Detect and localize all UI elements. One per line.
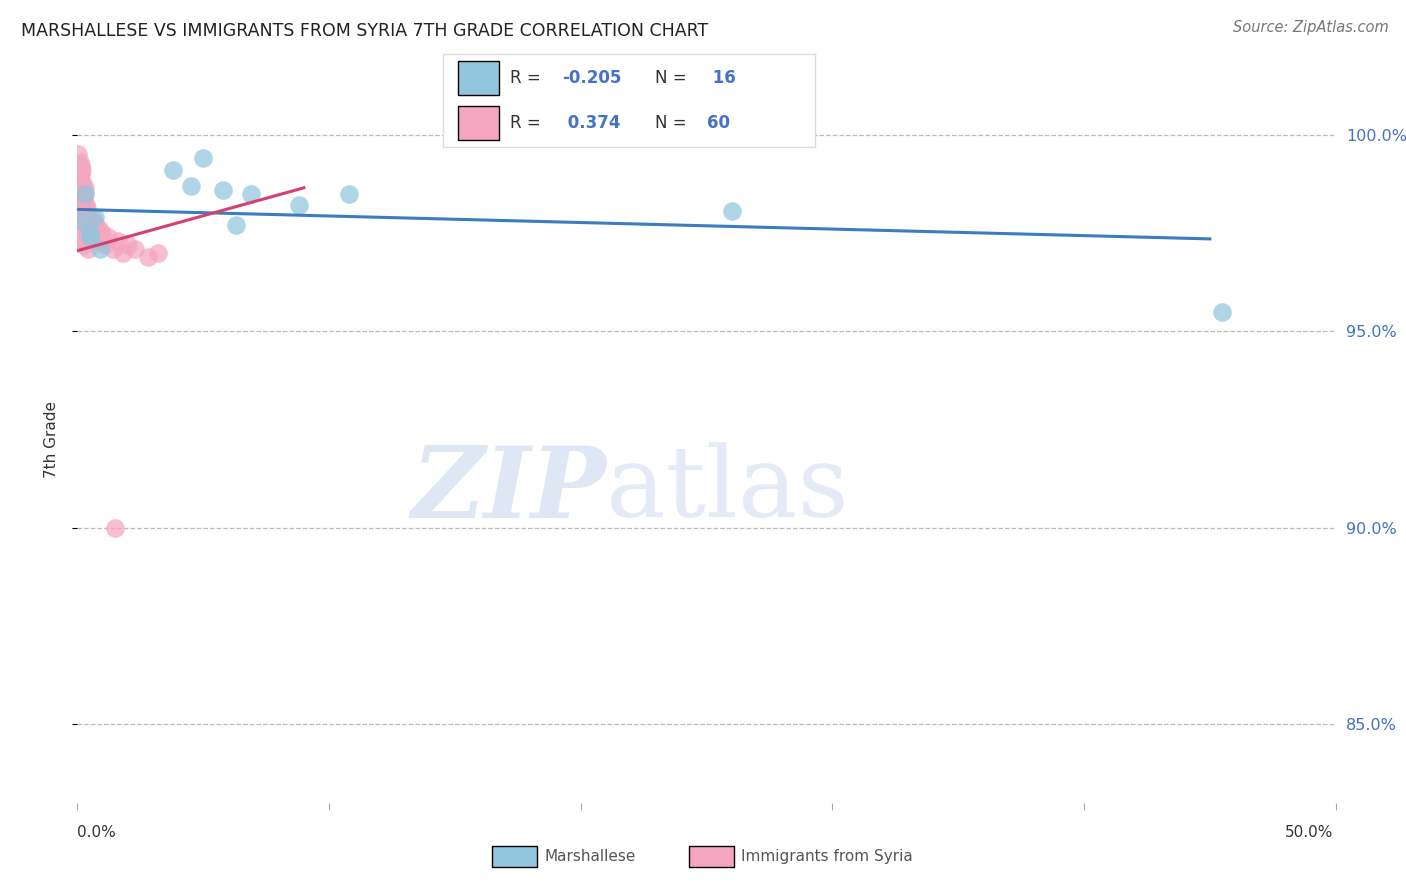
Point	[212, 183, 235, 197]
Point	[162, 163, 184, 178]
Point	[80, 230, 103, 244]
Point	[191, 152, 215, 166]
Point	[72, 178, 94, 193]
Point	[72, 211, 94, 225]
Point	[87, 222, 110, 236]
Point	[73, 186, 96, 201]
Point	[84, 226, 107, 240]
Point	[73, 191, 96, 205]
Point	[77, 242, 100, 256]
Point	[91, 226, 114, 240]
Point	[70, 194, 93, 209]
Point	[117, 237, 139, 252]
Text: MARSHALLESE VS IMMIGRANTS FROM SYRIA 7TH GRADE CORRELATION CHART: MARSHALLESE VS IMMIGRANTS FROM SYRIA 7TH…	[21, 22, 709, 40]
Point	[75, 222, 97, 236]
Point	[73, 183, 96, 197]
Point	[1211, 304, 1233, 318]
Point	[69, 167, 91, 181]
Point	[70, 191, 93, 205]
Point	[72, 214, 94, 228]
Point	[94, 237, 117, 252]
Point	[73, 206, 96, 220]
Point	[70, 175, 93, 189]
Point	[89, 242, 111, 256]
Point	[86, 230, 108, 244]
Text: Immigrants from Syria: Immigrants from Syria	[741, 849, 912, 863]
Point	[70, 234, 93, 248]
Point	[84, 218, 107, 232]
Point	[70, 186, 93, 201]
Point	[72, 163, 94, 178]
Text: Marshallese: Marshallese	[544, 849, 636, 863]
Point	[67, 171, 90, 186]
Text: Source: ZipAtlas.com: Source: ZipAtlas.com	[1233, 20, 1389, 35]
Point	[89, 226, 111, 240]
Point	[79, 230, 101, 244]
Point	[84, 211, 107, 225]
Point	[146, 245, 169, 260]
Text: 50.0%: 50.0%	[1285, 825, 1333, 840]
Point	[73, 206, 96, 220]
Point	[79, 226, 101, 240]
Point	[72, 202, 94, 217]
Point	[80, 211, 103, 225]
Point	[89, 234, 111, 248]
Y-axis label: 7th Grade: 7th Grade	[44, 401, 59, 478]
Point	[124, 242, 146, 256]
Text: atlas: atlas	[606, 442, 849, 538]
Text: N =: N =	[655, 69, 688, 87]
Point	[96, 230, 118, 244]
Point	[69, 155, 91, 169]
FancyBboxPatch shape	[458, 106, 499, 140]
Text: N =: N =	[655, 114, 688, 132]
Point	[82, 222, 104, 236]
Point	[73, 237, 96, 252]
Point	[70, 214, 93, 228]
Point	[720, 204, 742, 219]
Point	[104, 521, 127, 535]
Point	[69, 183, 91, 197]
Point	[70, 178, 93, 193]
Point	[75, 198, 97, 212]
Text: 0.374: 0.374	[562, 114, 620, 132]
Text: R =: R =	[510, 114, 541, 132]
Point	[67, 206, 90, 220]
Point	[77, 214, 100, 228]
Point	[72, 191, 94, 205]
Point	[111, 245, 134, 260]
Point	[107, 234, 129, 248]
Point	[69, 159, 91, 173]
Text: R =: R =	[510, 69, 541, 87]
Point	[225, 218, 247, 232]
Point	[69, 226, 91, 240]
Point	[76, 202, 98, 217]
Point	[70, 167, 93, 181]
Point	[101, 242, 124, 256]
Point	[69, 163, 91, 178]
Text: 60: 60	[707, 114, 731, 132]
Point	[240, 186, 263, 201]
Point	[67, 147, 90, 161]
Text: ZIP: ZIP	[411, 442, 606, 539]
Point	[75, 218, 97, 232]
Text: 0.0%: 0.0%	[77, 825, 117, 840]
Point	[83, 214, 105, 228]
Point	[337, 186, 360, 201]
Point	[77, 222, 100, 236]
FancyBboxPatch shape	[458, 61, 499, 95]
Point	[180, 178, 202, 193]
Point	[79, 218, 101, 232]
Point	[76, 214, 98, 228]
Point	[72, 194, 94, 209]
Point	[136, 250, 159, 264]
Text: 16: 16	[707, 69, 737, 87]
Text: -0.205: -0.205	[562, 69, 621, 87]
Point	[288, 198, 311, 212]
Point	[69, 178, 91, 193]
Point	[67, 159, 90, 173]
